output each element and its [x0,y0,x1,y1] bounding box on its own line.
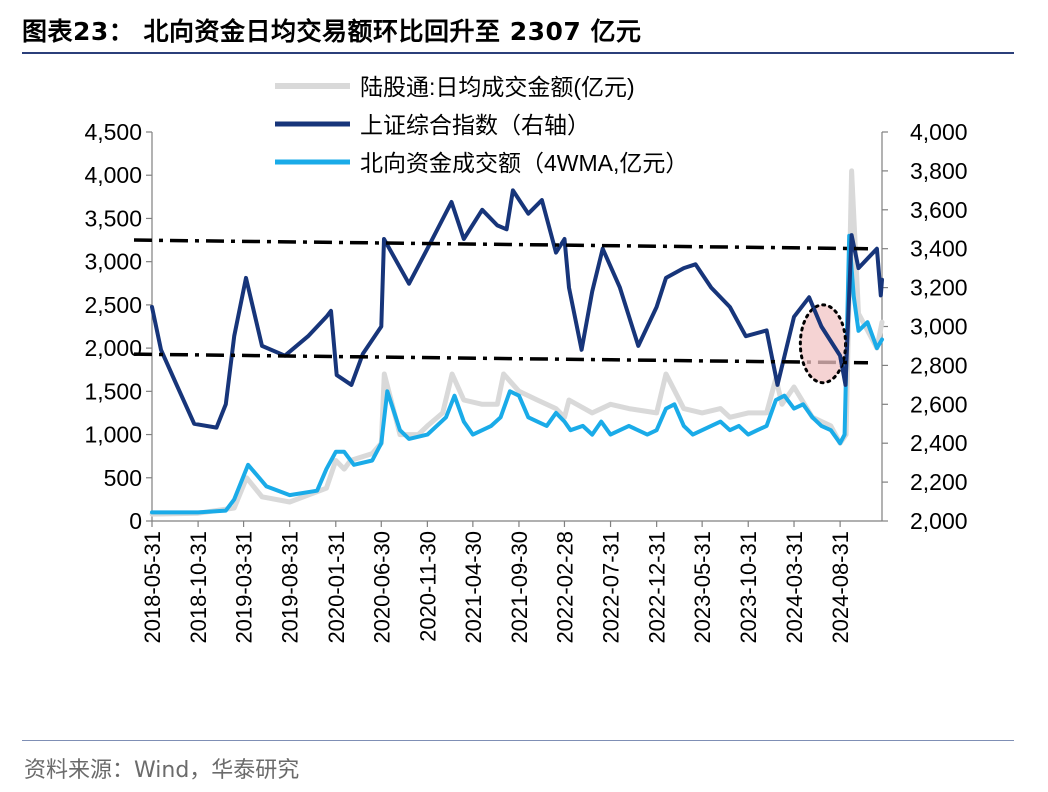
highlight-group [798,303,848,385]
footer-rule [22,740,1014,741]
daily-turnover-series-group [149,168,885,517]
x-tick-label: 2023-10-31 [736,531,761,644]
x-tick-label: 2022-02-28 [552,531,577,644]
x-tick-label: 2020-11-30 [415,531,440,642]
right-tick-label: 3,000 [910,314,968,340]
right-tick-label: 2,800 [910,352,968,378]
left-tick-label: 3,000 [84,249,142,275]
left-tick-label: 0 [129,508,142,534]
right-tick-label: 2,600 [910,391,968,417]
x-tick-label: 2022-07-31 [599,531,624,644]
left-tick-label: 2,500 [84,292,142,318]
x-tick-label: 2021-09-30 [507,531,532,644]
legend-sse-index-label: 上证综合指数（右轴） [360,112,590,138]
chart-canvas: 0 500 1,000 1,500 2,000 2,500 3,000 3,500 4,000 4… [84,74,967,644]
x-tick-label: 2018-10-31 [186,531,211,644]
x-tick-label: 2022-12-31 [645,531,670,644]
x-tick-label: 2020-06-30 [369,531,394,644]
title-rule [22,52,1014,54]
left-tick-label: 1,000 [84,422,142,448]
trend-line-2 [133,352,869,365]
legend-daily-turnover-label: 陆股通:日均成交金额(亿元) [360,74,635,100]
x-tick-label: 2019-08-31 [278,531,303,644]
right-tick-label: 3,600 [910,197,968,223]
x-tick-label: 2024-08-31 [828,531,853,644]
figure-title: 图表23： 北向资金日均交易额环比回升至 2307 亿元 [22,17,642,46]
left-tick-label: 1,500 [84,378,142,404]
right-tick-label: 3,800 [910,158,968,184]
daily-turnover-line [149,168,885,517]
right-tick-label: 2,200 [910,469,968,495]
x-tick-label: 2020-01-31 [324,531,349,644]
left-tick-label: 500 [104,465,142,491]
highlight-ellipse [798,303,848,385]
x-tick-label: 2024-03-31 [782,531,807,644]
x-tick-label: 2021-04-30 [461,531,486,644]
left-tick-label: 3,500 [84,205,142,231]
right-tick-label: 3,200 [910,275,968,301]
left-tick-label: 2,000 [84,335,142,361]
axes-group: 0 500 1,000 1,500 2,000 2,500 3,000 3,500 4,000 4… [84,119,967,644]
x-tick-label: 2019-03-31 [232,531,257,644]
trend-line-1 [133,238,869,251]
source-note: 资料来源：Wind，华泰研究 [24,758,300,783]
legend-group: 陆股通:日均成交金额(亿元) 上证综合指数（右轴） 北向资金成交额（4WMA,亿元） [275,74,688,176]
right-tick-label: 3,400 [910,236,968,262]
legend-northbound-4wma-label: 北向资金成交额（4WMA,亿元） [360,150,688,176]
trend-lines-group [133,238,869,365]
x-tick-label: 2023-05-31 [690,531,715,644]
left-tick-label: 4,500 [84,119,142,145]
x-tick-label: 2018-05-31 [140,531,165,644]
northbound-4wma-line [150,233,884,515]
right-tick-label: 4,000 [910,119,968,145]
right-tick-label: 2,400 [910,430,968,456]
northbound-4wma-series-group [150,233,884,515]
right-tick-label: 2,000 [910,508,968,534]
left-tick-label: 4,000 [84,162,142,188]
